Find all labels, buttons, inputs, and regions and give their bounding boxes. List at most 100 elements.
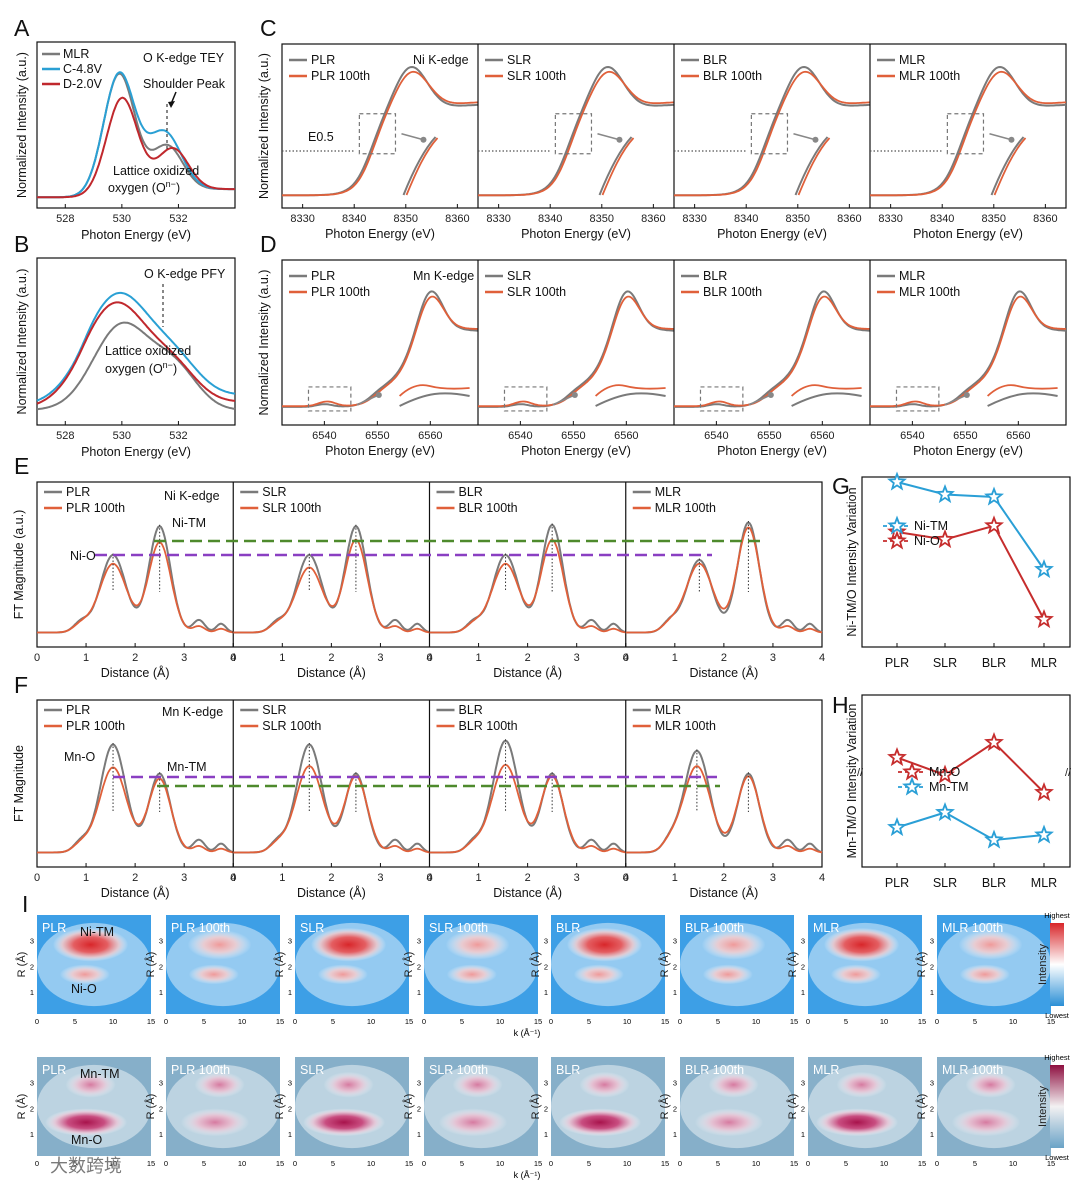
- pe-curve-pristine: [37, 525, 234, 634]
- heatmap-k-tick: 0: [164, 1017, 168, 1026]
- pf-xlabel: Distance (Å): [101, 885, 170, 900]
- panel-g: Ni-TM/O Intensity Variation PLR SLR BLR MLR N…: [845, 471, 1071, 670]
- pb-frame: [36, 257, 236, 426]
- pd-curve-cycled: [870, 295, 1067, 408]
- heatmap-k-tick: 10: [880, 1159, 888, 1168]
- heatmap-k-tick: 0: [806, 1159, 810, 1168]
- pc-xtick-label: 8340: [734, 213, 758, 225]
- pd-xtick-label: 6540: [704, 430, 728, 442]
- heatmap-ni-o-lobe: [317, 964, 368, 985]
- pd-curve-pristine: [478, 290, 675, 408]
- pe-curve-cycled: [429, 538, 626, 634]
- pb-xtick-label: 528: [56, 430, 74, 442]
- heatmap-k-tick: 5: [460, 1017, 464, 1026]
- pc-curve-cycled: [674, 70, 870, 197]
- ph-series-line: [896, 741, 1045, 794]
- pe-xtick-label: 3: [181, 652, 187, 664]
- pf-xtick-label: 3: [574, 872, 580, 884]
- pg-legend-entry: Ni-O: [914, 534, 940, 548]
- heatmap-upper-label: Ni-TM: [80, 925, 114, 939]
- heatmap-k-tick: 5: [716, 1017, 720, 1026]
- heatmap-mn-o-lobe: [438, 1108, 508, 1137]
- pd-curve-cycled: [478, 295, 675, 408]
- pa-xtick-label: 530: [113, 213, 131, 225]
- pf-xtick-label: 1: [279, 872, 285, 884]
- heatmap-k-tick: 0: [806, 1017, 810, 1026]
- heatmap-k-tick: 15: [790, 1017, 798, 1026]
- heatmap-k-tick: 15: [534, 1159, 542, 1168]
- heatmap-r-tick: 3: [30, 1079, 34, 1088]
- panel-label-b: B: [14, 231, 29, 257]
- pg-data-point: [887, 471, 907, 491]
- panel-f: FT Magnitude PLR PLR 100th 0 1 2 3 4 Distance (Å…: [12, 699, 825, 900]
- heatmap-k-tick: 10: [496, 1159, 504, 1168]
- pd-legend-entry: SLR: [507, 269, 531, 283]
- heatmap-r-tick: 2: [30, 1104, 34, 1113]
- heatmap-r-tick: 1: [159, 988, 163, 997]
- heatmap-k-tick: 15: [1047, 1159, 1055, 1168]
- pc-xtick-label: 8360: [641, 213, 665, 225]
- heatmap-k-tick: 10: [109, 1159, 117, 1168]
- pd-inset-cycled: [790, 384, 862, 397]
- pc-xtick-label: 8340: [538, 213, 562, 225]
- pb-superscript: n−: [163, 360, 173, 370]
- heatmap-r-tick: 3: [159, 1079, 163, 1088]
- pb-lattice-line1: Lattice oxidized: [105, 344, 191, 358]
- pg-data-point: [935, 483, 955, 504]
- pc-legend-entry: SLR 100th: [507, 69, 566, 83]
- pf-xtick-label: 3: [770, 872, 776, 884]
- heatmap-k-tick: 0: [164, 1159, 168, 1168]
- heatmap-k-tick: 10: [1009, 1159, 1017, 1168]
- heatmap-k-tick: 10: [623, 1017, 631, 1026]
- pc-inset-pristine: [598, 136, 633, 196]
- pa-lattice-line1: Lattice oxidized: [113, 164, 199, 178]
- pg-xtick-label: PLR: [885, 656, 909, 670]
- heatmap-r-tick: 3: [930, 937, 934, 946]
- ph-data-point: [984, 731, 1004, 752]
- heatmap-r-tick: 2: [544, 962, 548, 971]
- heatmap-title: SLR: [300, 1063, 324, 1077]
- pa-frame: [36, 41, 236, 209]
- heatmap-r-tick: 2: [673, 962, 677, 971]
- heatmap-title: SLR 100th: [429, 1063, 488, 1077]
- pe-xtick-label: 3: [574, 652, 580, 664]
- ph-data-point: [935, 801, 955, 822]
- pg-frame: [861, 476, 1071, 648]
- heatmap-r-tick: 3: [544, 1079, 548, 1088]
- heatmap-ylabel: R (Å): [786, 1094, 799, 1120]
- pd-curve-pristine: [282, 290, 479, 408]
- heatmap-k-tick: 0: [422, 1017, 426, 1026]
- pc-inset-cycled: [797, 137, 831, 196]
- pe-xtick-label: 4: [426, 652, 432, 664]
- pb-lattice-line2: oxygen (On−): [105, 360, 177, 376]
- pf-xtick-label: 2: [721, 872, 727, 884]
- pf-legend-entry: BLR 100th: [459, 719, 518, 733]
- pd-xtick-label: 6560: [810, 430, 834, 442]
- heatmap-title: MLR: [813, 921, 839, 935]
- heatmap-xlabel: k (Å⁻¹): [514, 1170, 541, 1180]
- pg-legend-entry: Ni-TM: [914, 519, 948, 533]
- heatmap-mn-tm-lobe: [836, 1071, 887, 1098]
- pe-ylabel: FT Magnitude (a.u.): [12, 510, 26, 620]
- ph-series-line: [896, 811, 1045, 842]
- pc-xtick-label: 8350: [786, 213, 810, 225]
- pd-zoom-box: [895, 386, 940, 412]
- pe-xlabel: Distance (Å): [689, 665, 758, 680]
- ph-legend-entry: Mn-TM: [929, 780, 969, 794]
- pc-zoom-box: [946, 113, 985, 155]
- pf-xtick-label: 3: [181, 872, 187, 884]
- heatmap-ni-o-lobe: [188, 964, 239, 985]
- pc-curve-cycled: [282, 70, 478, 197]
- heatmap-r-tick: 2: [801, 962, 805, 971]
- pd-inset-cycled: [398, 384, 470, 397]
- heatmap-ni-o-lobe: [830, 964, 881, 985]
- panel-d: Normalized Intensity (a.u.) PLR PLR 100th 6…: [257, 259, 1067, 458]
- pc-xtick-label: 8330: [878, 213, 902, 225]
- pg-xtick-label: SLR: [933, 656, 957, 670]
- colorbar-low-label: Lowest: [1045, 1153, 1070, 1162]
- pd-xtick-label: 6540: [312, 430, 336, 442]
- heatmap-k-tick: 15: [1047, 1017, 1055, 1026]
- pe-edge-label: Ni K-edge: [164, 489, 220, 503]
- heatmap-xlabel: k (Å⁻¹): [514, 1028, 541, 1038]
- ph-axis-break-left: //: [857, 767, 864, 779]
